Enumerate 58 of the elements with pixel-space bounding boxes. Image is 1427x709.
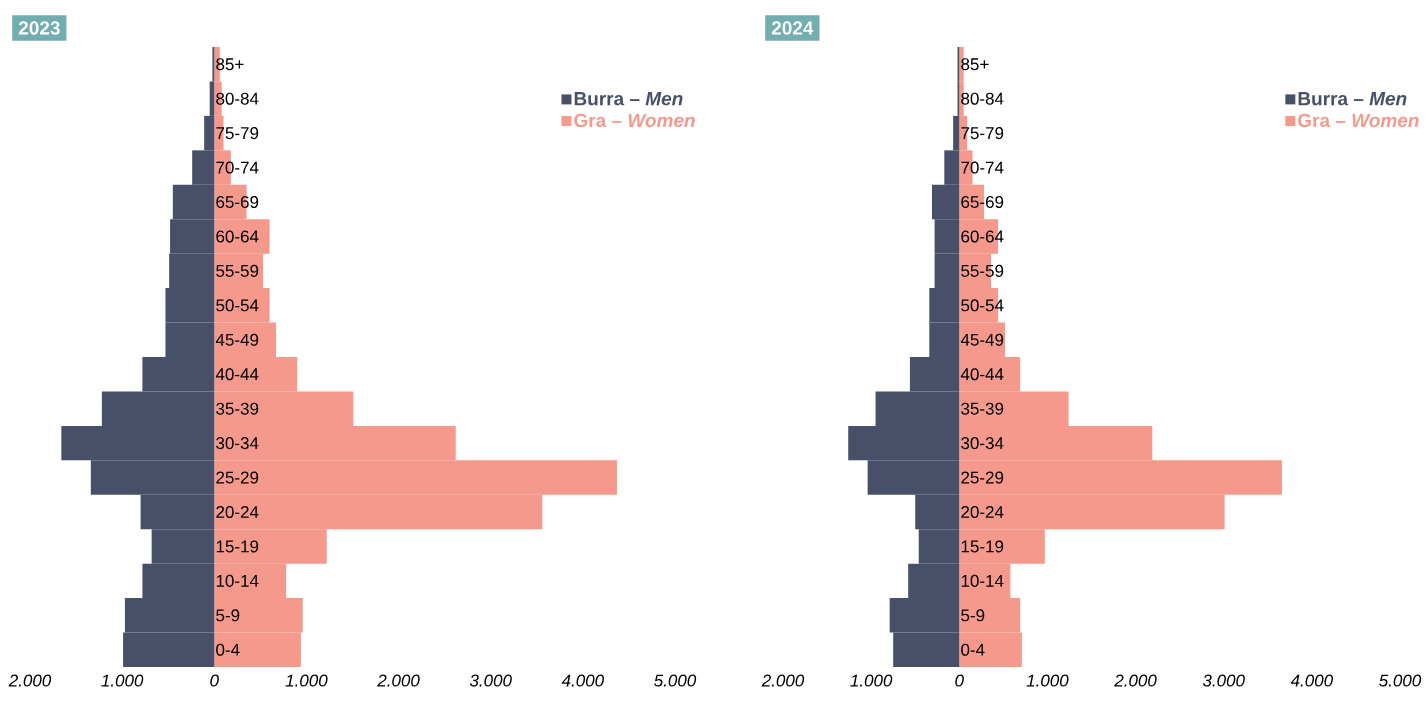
y-tick-label: 80-84: [961, 92, 1004, 105]
x-tick-label: 1.000: [101, 674, 144, 687]
y-tick-label: 75-79: [961, 127, 1004, 140]
y-tick-label: 15-19: [216, 540, 259, 553]
y-tick-label: 75-79: [216, 127, 259, 140]
x-tick-label: 5.000: [1379, 674, 1422, 687]
x-tick-label: 1.000: [285, 674, 328, 687]
legend-label: Burra – Men: [1298, 92, 1407, 106]
y-tick-label: 45-49: [215, 333, 259, 346]
x-tick-label: 4.000: [561, 674, 604, 687]
y-tick-label: 65-69: [216, 195, 259, 209]
y-tick-label: 40-44: [960, 368, 1004, 381]
legend-label: Burra – Men: [574, 92, 683, 106]
y-tick-label: 60-64: [216, 230, 259, 243]
y-tick-label: 20-24: [216, 505, 259, 519]
y-tick-label: 65-69: [961, 195, 1004, 209]
y-tick-label: 70-74: [961, 161, 1004, 174]
y-tick-label: 55-59: [216, 264, 259, 277]
y-tick-label: 85+: [216, 58, 244, 71]
x-tick-label: 1.000: [850, 674, 893, 687]
y-tick-label: 45-49: [960, 333, 1004, 346]
x-tick-label: 2.000: [8, 674, 52, 687]
x-tick-label: 0: [955, 674, 964, 687]
y-tick-label: 5-9: [216, 609, 240, 622]
x-tick-label: 2.000: [761, 674, 805, 687]
y-tick-label: 0-4: [961, 643, 985, 656]
y-tick-label: 0-4: [216, 643, 240, 656]
x-tick-label: 4.000: [1290, 674, 1333, 687]
y-tick-label: 30-34: [216, 437, 259, 450]
chart-title: 2023: [18, 21, 60, 35]
x-tick-label: 3.000: [1202, 674, 1245, 687]
y-tick-label: 55-59: [961, 264, 1004, 277]
y-tick-label: 10-14: [216, 574, 259, 587]
legend-label: Gra – Women: [574, 113, 695, 128]
y-tick-label: 25-29: [961, 471, 1004, 484]
y-tick-label: 20-24: [961, 505, 1004, 519]
y-tick-label: 25-29: [216, 471, 259, 484]
x-tick-label: 5.000: [654, 674, 697, 687]
y-tick-label: 70-74: [216, 161, 259, 174]
y-tick-label: 5-9: [961, 609, 985, 622]
x-tick-label: 2.000: [377, 674, 420, 687]
y-tick-label: 85+: [961, 58, 989, 71]
x-tick-label: 1.000: [1026, 674, 1069, 687]
y-tick-label: 60-64: [961, 230, 1004, 243]
y-tick-label: 35-39: [216, 402, 259, 415]
chart-title: 2024: [771, 21, 814, 35]
y-tick-label: 50-54: [216, 299, 259, 312]
x-tick-label: 3.000: [469, 674, 512, 687]
y-tick-label: 80-84: [216, 92, 259, 105]
y-tick-label: 50-54: [961, 299, 1004, 312]
y-tick-label: 10-14: [961, 574, 1004, 587]
y-tick-label: 15-19: [961, 540, 1004, 553]
y-tick-label: 30-34: [961, 437, 1004, 450]
x-tick-label: 2.000: [1114, 674, 1157, 687]
x-tick-label: 0: [210, 674, 219, 687]
y-tick-label: 35-39: [961, 402, 1004, 415]
y-tick-label: 40-44: [215, 368, 259, 381]
legend-label: Gra – Women: [1298, 113, 1419, 128]
